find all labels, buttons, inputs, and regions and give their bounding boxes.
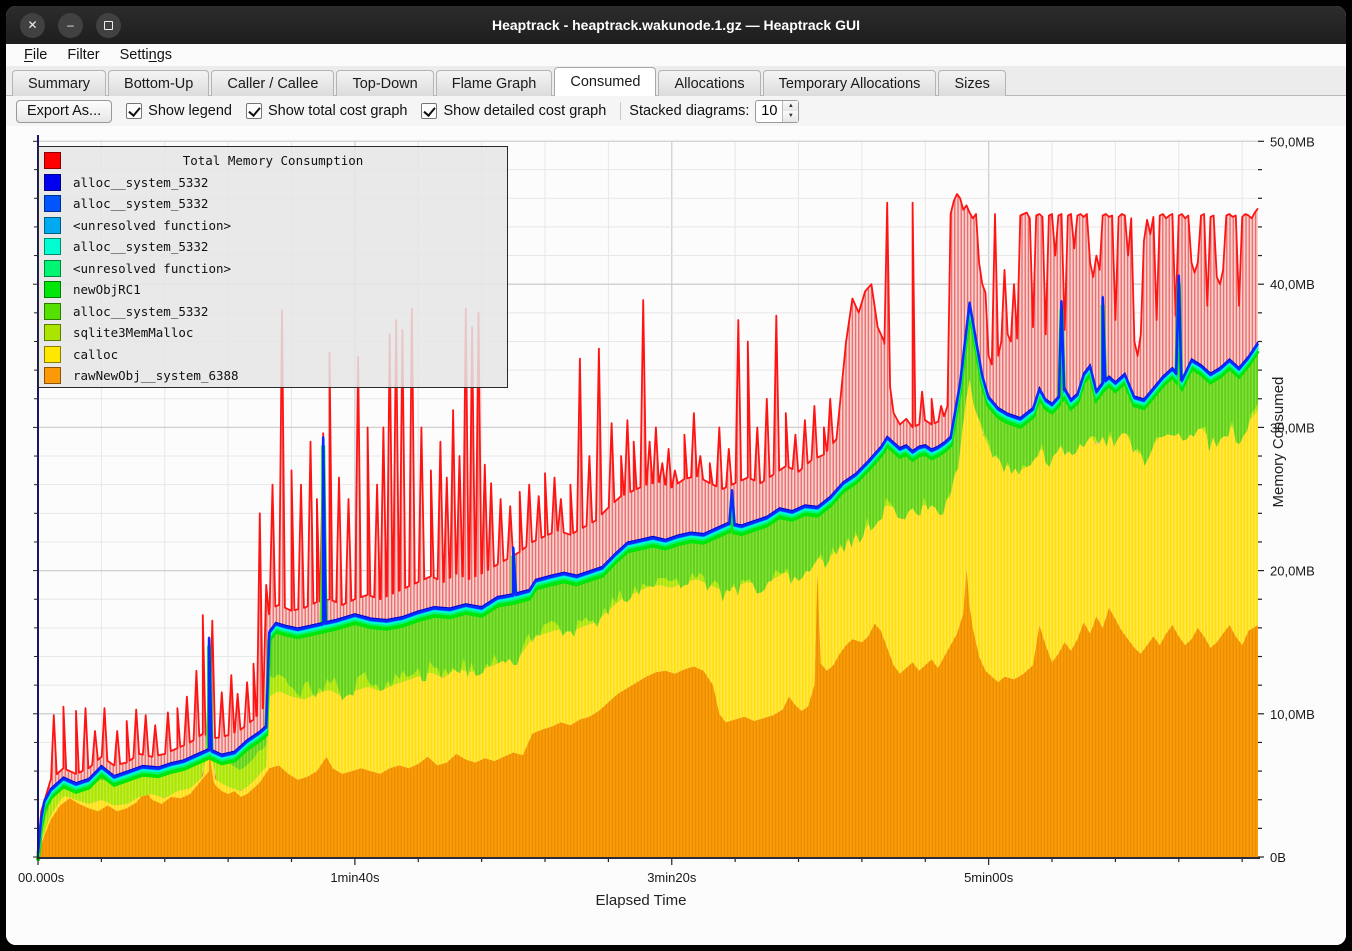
svg-text:0B: 0B (1270, 850, 1286, 865)
legend-label: alloc__system_5332 (73, 174, 209, 190)
legend-item: alloc__system_5332 (39, 236, 507, 258)
show-detailed-cost-checkbox[interactable] (421, 103, 438, 119)
show-total-cost-label: Show total cost graph (268, 103, 408, 119)
memory-consumption-chart: 0B 10,0MB 20,0MB 30,0MB 40,0MB 50,0MB 00.000s 1… (6, 126, 1346, 945)
legend-swatch-total (44, 152, 61, 169)
stacked-diagrams-spinbox[interactable]: 10 ▲ ▼ (755, 99, 800, 123)
maximize-box (104, 20, 113, 30)
legend-label: <unresolved function> (73, 260, 232, 276)
legend-item: rawNewObj__system_6388 (39, 365, 507, 387)
window-controls: ✕ – (20, 6, 121, 44)
legend-swatch (44, 367, 61, 384)
legend-item-total: Total Memory Consumption (39, 150, 507, 172)
legend-swatch (44, 173, 61, 191)
plot-svg: 0B 10,0MB 20,0MB 30,0MB 40,0MB 50,0MB 00.000s 1… (18, 134, 1315, 885)
legend-item: <unresolved function> (39, 258, 507, 280)
legend-swatch (44, 302, 61, 320)
svg-text:40,0MB: 40,0MB (1270, 277, 1315, 292)
stacked-diagrams-label: Stacked diagrams: (629, 103, 750, 119)
legend-item: <unresolved function> (39, 215, 507, 237)
toolbar-separator (620, 102, 622, 120)
tab-sizes[interactable]: Sizes (938, 70, 1006, 96)
legend-item: alloc__system_5332 (39, 172, 507, 194)
tab-bottom-up[interactable]: Bottom-Up (108, 70, 210, 96)
show-legend-checkbox[interactable] (126, 103, 143, 119)
svg-text:30,0MB: 30,0MB (1270, 420, 1315, 435)
heaptrack-window: ✕ – Heaptrack - heaptrack.wakunode.1.gz … (6, 6, 1346, 945)
export-as-button[interactable]: Export As... (16, 99, 113, 123)
chart-legend: Total Memory Consumption alloc__system_5… (38, 146, 508, 388)
y-axis-title: Memory Consumed (1270, 376, 1288, 508)
tab-allocations[interactable]: Allocations (658, 70, 761, 96)
legend-swatch (44, 281, 61, 298)
show-total-cost-checkbox-group[interactable]: Show total cost graph (246, 103, 407, 119)
legend-item: alloc__system_5332 (39, 193, 507, 215)
legend-label: Total Memory Consumption (182, 153, 364, 169)
legend-swatch (44, 324, 61, 341)
maximize-icon[interactable] (96, 12, 121, 38)
close-icon[interactable]: ✕ (20, 12, 45, 38)
legend-label: sqlite3MemMalloc (73, 325, 194, 341)
legend-label: alloc__system_5332 (73, 239, 209, 255)
show-detailed-cost-label: Show detailed cost graph (443, 103, 607, 119)
legend-label: <unresolved function> (73, 217, 232, 233)
show-legend-label: Show legend (148, 103, 232, 119)
menu-file[interactable]: File (24, 47, 48, 63)
svg-text:10,0MB: 10,0MB (1270, 707, 1315, 722)
legend-swatch (44, 345, 61, 363)
legend-label: alloc__system_5332 (73, 303, 209, 319)
show-total-cost-checkbox[interactable] (246, 103, 262, 119)
spin-buttons: ▲ ▼ (782, 100, 799, 122)
menu-settings[interactable]: Settings (119, 47, 173, 63)
legend-item: newObjRC1 (39, 279, 507, 301)
legend-item: sqlite3MemMalloc (39, 322, 507, 344)
legend-swatch (44, 195, 61, 212)
spin-up-icon[interactable]: ▲ (783, 100, 799, 111)
legend-swatch (44, 238, 61, 255)
legend-item: calloc (39, 344, 507, 366)
show-legend-checkbox-group[interactable]: Show legend (126, 103, 232, 119)
legend-label: calloc (73, 346, 119, 362)
tab-flame-graph[interactable]: Flame Graph (435, 70, 553, 96)
tab-consumed[interactable]: Consumed (554, 67, 657, 96)
legend-swatch (44, 216, 61, 234)
tab-temporary-allocations[interactable]: Temporary Allocations (762, 70, 937, 96)
svg-text:20,0MB: 20,0MB (1270, 564, 1315, 579)
tab-summary[interactable]: Summary (12, 70, 107, 96)
window-title: Heaptrack - heaptrack.wakunode.1.gz — He… (491, 17, 860, 33)
menu-filter[interactable]: Filter (67, 47, 100, 63)
tab-caller-callee[interactable]: Caller / Callee (211, 70, 335, 96)
title-bar[interactable]: ✕ – Heaptrack - heaptrack.wakunode.1.gz … (6, 6, 1346, 44)
stacked-diagrams-value[interactable]: 10 (761, 103, 778, 119)
svg-text:5min00s: 5min00s (964, 870, 1014, 885)
tab-bar: Summary Bottom-Up Caller / Callee Top-Do… (6, 66, 1346, 96)
x-axis-title: Elapsed Time (595, 892, 687, 909)
legend-swatch (44, 259, 61, 277)
svg-text:1min40s: 1min40s (330, 870, 380, 885)
svg-text:3min20s: 3min20s (647, 870, 697, 885)
toolbar: Export As... Show legend Show total cost… (6, 96, 1346, 126)
minimize-icon[interactable]: – (58, 12, 83, 38)
menu-bar: File Filter Settings (6, 44, 1346, 66)
svg-text:50,0MB: 50,0MB (1270, 134, 1315, 149)
spin-down-icon[interactable]: ▼ (783, 111, 799, 122)
legend-label: alloc__system_5332 (73, 196, 209, 212)
legend-item: alloc__system_5332 (39, 301, 507, 323)
legend-label: rawNewObj__system_6388 (73, 368, 239, 384)
svg-text:00.000s: 00.000s (18, 870, 65, 885)
tab-top-down[interactable]: Top-Down (336, 70, 434, 96)
legend-label: newObjRC1 (73, 282, 141, 298)
show-detailed-cost-checkbox-group[interactable]: Show detailed cost graph (421, 103, 606, 119)
